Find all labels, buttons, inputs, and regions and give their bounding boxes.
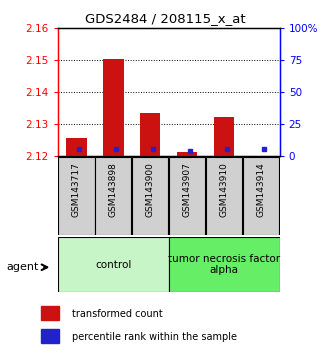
- Text: control: control: [95, 259, 131, 270]
- Bar: [41, 306, 59, 320]
- Text: GSM143910: GSM143910: [220, 162, 229, 217]
- FancyBboxPatch shape: [169, 156, 206, 235]
- Text: tumor necrosis factor
alpha: tumor necrosis factor alpha: [168, 254, 280, 275]
- FancyBboxPatch shape: [243, 156, 279, 235]
- FancyBboxPatch shape: [58, 156, 95, 235]
- Text: GSM143900: GSM143900: [146, 162, 155, 217]
- Bar: [41, 329, 59, 343]
- Text: GSM143898: GSM143898: [109, 162, 118, 217]
- Bar: [140, 113, 161, 156]
- Text: GSM143914: GSM143914: [257, 162, 266, 217]
- Bar: [177, 152, 198, 156]
- Text: GSM143717: GSM143717: [72, 162, 81, 217]
- FancyBboxPatch shape: [95, 156, 131, 235]
- Bar: [214, 116, 234, 156]
- Text: percentile rank within the sample: percentile rank within the sample: [72, 332, 237, 342]
- FancyBboxPatch shape: [58, 237, 169, 292]
- Bar: [103, 59, 123, 156]
- Text: GDS2484 / 208115_x_at: GDS2484 / 208115_x_at: [85, 12, 246, 25]
- FancyBboxPatch shape: [132, 156, 168, 235]
- FancyBboxPatch shape: [169, 237, 280, 292]
- Text: agent: agent: [7, 262, 39, 272]
- Text: GSM143907: GSM143907: [183, 162, 192, 217]
- Bar: [66, 138, 87, 156]
- FancyBboxPatch shape: [206, 156, 242, 235]
- Text: transformed count: transformed count: [72, 309, 163, 319]
